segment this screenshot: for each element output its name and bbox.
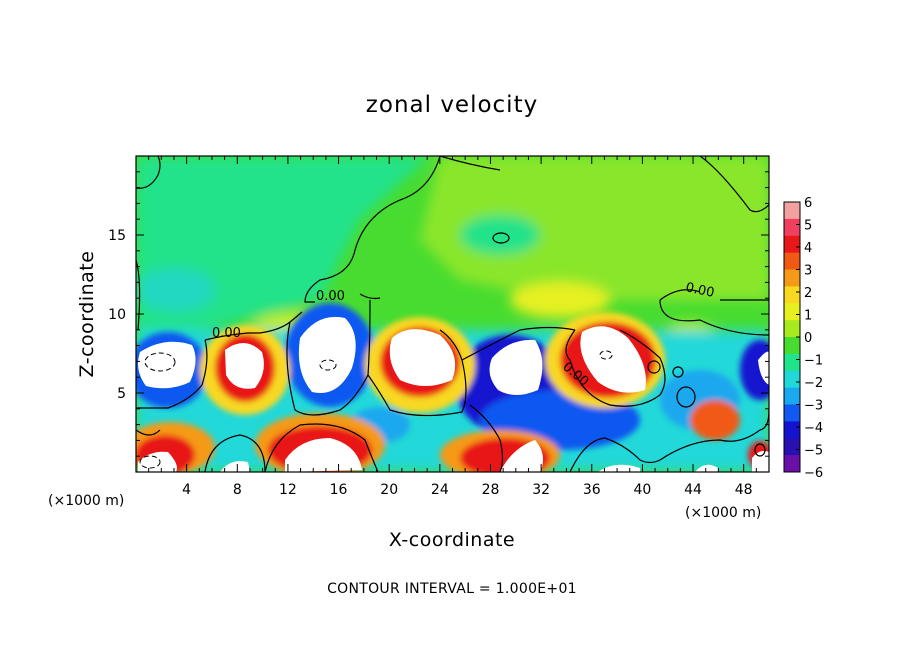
y-tick-label: 5 bbox=[117, 386, 126, 402]
colorbar-label: −2 bbox=[804, 376, 823, 391]
x-tick-label: 16 bbox=[330, 482, 348, 498]
saturated-cores bbox=[138, 316, 769, 472]
colorbar-label: −3 bbox=[804, 399, 823, 414]
colorbar-label: 6 bbox=[804, 196, 812, 211]
x-tick-label: 20 bbox=[380, 482, 398, 498]
colorbar-swatch bbox=[784, 438, 800, 456]
contour-label-2: 0.00 bbox=[212, 326, 241, 341]
colorbar-label: −4 bbox=[804, 421, 823, 436]
field-cyan-patch-a bbox=[136, 268, 215, 312]
colorbar: 6 5 4 3 2 1 0 −1 −2 −3 −4 −5 −6 bbox=[783, 196, 823, 481]
colorbar-label: −1 bbox=[804, 354, 823, 369]
blue-core-6 bbox=[740, 340, 769, 400]
x-tick-label: 12 bbox=[279, 482, 297, 498]
colorbar-label: 0 bbox=[804, 331, 812, 346]
x-tick-label: 24 bbox=[431, 482, 449, 498]
colorbar-swatch bbox=[784, 404, 800, 422]
colorbar-swatch bbox=[784, 218, 800, 237]
colorbar-swatch bbox=[784, 303, 800, 321]
x-tick-label: 4 bbox=[182, 482, 191, 498]
colorbar-swatch bbox=[784, 286, 800, 304]
x-tick-label: 44 bbox=[684, 482, 702, 498]
contour-label-1: 0.00 bbox=[316, 289, 345, 304]
y-tick-label: 15 bbox=[108, 228, 126, 244]
colorbar-label: 3 bbox=[804, 264, 812, 279]
colorbar-swatch bbox=[784, 421, 800, 439]
x-tick-label: 8 bbox=[233, 482, 242, 498]
x-tick-label: 36 bbox=[583, 482, 601, 498]
x-axis-ticks: 4 8 12 16 20 24 28 32 36 40 44 48 bbox=[148, 156, 757, 498]
negative-contours bbox=[139, 350, 613, 469]
y-tick-label: 10 bbox=[108, 307, 126, 323]
x-tick-label: 28 bbox=[482, 482, 500, 498]
colorbar-label: 4 bbox=[804, 241, 812, 256]
colorbar-swatch bbox=[784, 235, 800, 254]
heatmap-plot-area: 0.00 0.00 0.00 0.00 bbox=[136, 156, 769, 472]
x-tick-label: 48 bbox=[735, 482, 753, 498]
colorbar-swatch bbox=[784, 387, 800, 405]
colorbar-swatch bbox=[784, 320, 800, 338]
y-axis-label: Z-coordinate bbox=[76, 251, 98, 378]
field-yellow-patch-a bbox=[510, 282, 610, 318]
zero-contours bbox=[136, 156, 769, 472]
x-axis-label: X-coordinate bbox=[389, 529, 515, 551]
colorbar-swatch bbox=[784, 353, 800, 372]
colorbar-swatch bbox=[784, 337, 800, 355]
contour-label-3: 0.00 bbox=[684, 280, 715, 301]
warm-halo-7 bbox=[690, 400, 740, 440]
x-unit-label-right: (×1000 m) bbox=[685, 505, 761, 521]
x-unit-label-left: (×1000 m) bbox=[48, 493, 124, 509]
colorbar-swatch bbox=[784, 455, 800, 473]
colorbar-swatch bbox=[784, 252, 800, 270]
chart-title: zonal velocity bbox=[366, 92, 538, 118]
colorbar-swatch bbox=[784, 202, 800, 220]
colorbar-label: −5 bbox=[804, 444, 823, 459]
colorbar-label: 2 bbox=[804, 286, 812, 301]
x-tick-label: 40 bbox=[633, 482, 651, 498]
field-upper-light-green bbox=[420, 156, 769, 300]
colorbar-swatch bbox=[784, 269, 800, 287]
y-axis-ticks: 5 10 15 bbox=[108, 171, 769, 457]
contour-interval-footer: CONTOUR INTERVAL = 1.000E+01 bbox=[327, 581, 577, 597]
x-tick-label: 32 bbox=[532, 482, 550, 498]
colorbar-label: 1 bbox=[804, 309, 812, 324]
colorbar-label: 5 bbox=[804, 219, 812, 234]
colorbar-swatch bbox=[784, 370, 800, 389]
field-cyan-patch-b bbox=[460, 215, 540, 255]
colorbar-label: −6 bbox=[804, 466, 823, 481]
